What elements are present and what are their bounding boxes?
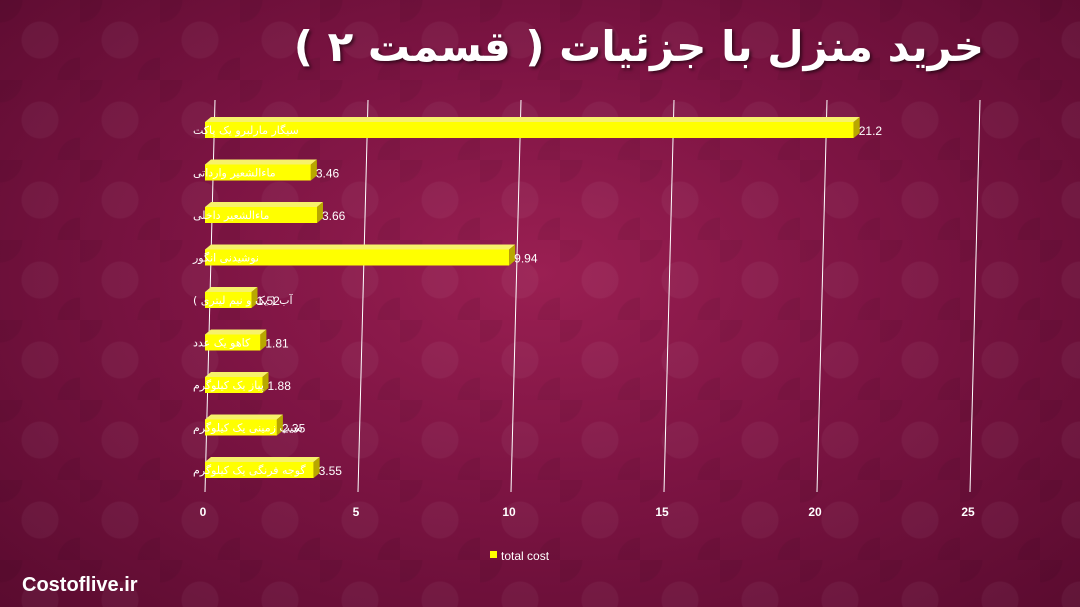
category-label: سیگار مارلبرو یک پاکت [193,124,299,137]
category-label: ماءالشعیر داخلی [193,209,270,222]
bar-top-face [205,414,283,420]
bar [205,249,510,266]
gridline [816,99,828,493]
gridline [663,99,675,493]
bar [205,462,314,478]
bar-side-face [509,244,516,266]
value-labels: 21.2 3.46 3.66 9.94 1.52 1.81 1.88 2.35 3.55 [257,124,883,478]
bar [205,334,261,351]
bar-top-face [205,159,317,165]
bar-top-face [205,117,860,122]
bar-side-face [262,372,269,393]
bar [205,122,854,138]
bar [205,419,277,436]
data-label: 3.55 [319,464,343,478]
data-label: 3.66 [322,209,346,223]
category-label: ماءالشعیر وارداتی [193,167,276,180]
bar-side-face [316,202,323,223]
bar-top-face [205,202,323,207]
gridline [969,99,981,493]
bar-top-face [205,329,267,335]
bar-side-face [853,117,860,138]
data-label: 3.46 [316,167,340,181]
page-title: خرید منزل با جزئیات ( قسمت ۲ ) [293,22,984,71]
x-tick-label: 5 [353,505,360,519]
x-tick-label: 10 [502,505,516,519]
bar-side-face [310,159,317,181]
x-tick-label: 25 [961,505,975,519]
data-label: 9.94 [514,252,538,266]
legend-label: total cost [501,549,550,563]
category-label: سیب زمینی یک کیلوگرم [193,422,303,435]
x-tick-label: 20 [808,505,822,519]
bar-top-face [205,287,258,292]
bar-top-face [205,244,516,250]
gridline [357,99,369,493]
gridlines [204,99,981,493]
category-label: آب ( یک و نیم لیتری ) [193,293,294,307]
bar-side-face [251,287,258,308]
bar-top-face [205,372,269,377]
bar-side-face [260,329,267,351]
bar-top-face [205,457,320,462]
data-label: 2.35 [282,422,306,436]
legend-swatch [490,551,497,558]
bar [205,292,252,308]
category-label: پیاز یک کیلوگرم [193,379,264,392]
category-label: گوجه فرنگی یک کیلوگرم [193,464,306,477]
data-label: 1.81 [265,337,289,351]
x-axis-ticks: 0 5 10 15 20 25 [200,505,975,519]
data-label: 21.2 [859,124,883,138]
bars [205,117,860,478]
category-labels: سیگار مارلبرو یک پاکت ماءالشعیر وارداتی ما… [192,124,306,477]
gridline [510,99,522,493]
x-tick-label: 0 [200,505,207,519]
bar [205,164,311,181]
bar [205,207,317,223]
data-label: 1.88 [268,379,292,393]
bar-side-face [276,414,283,436]
category-label: کاهو یک عدد [193,337,251,350]
data-label: 1.52 [257,294,281,308]
bar [205,377,263,393]
brand-watermark: Costoflive.ir [22,574,138,596]
x-tick-label: 15 [655,505,669,519]
category-label: نوشیدنی انگور [192,252,259,265]
legend: total cost [490,549,550,563]
bar-side-face [313,457,320,478]
